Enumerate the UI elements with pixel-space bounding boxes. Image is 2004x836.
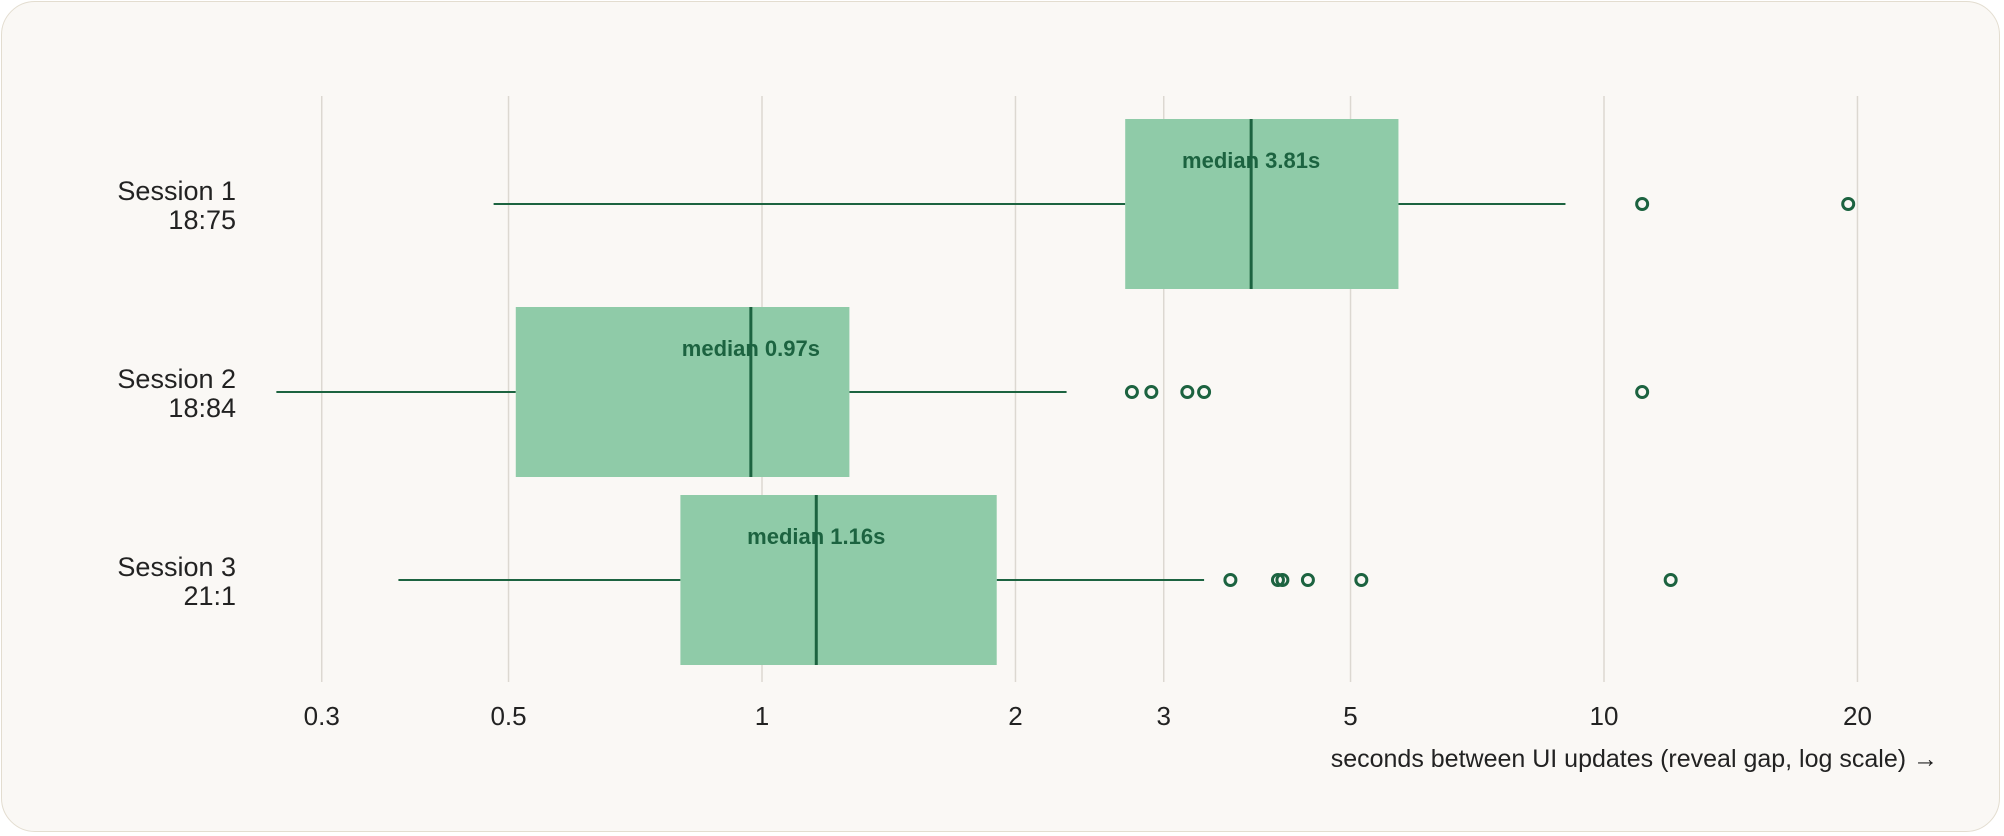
outlier-point bbox=[1275, 573, 1290, 587]
x-tick-label: 3 bbox=[1157, 701, 1171, 731]
median-label: median 1.16s bbox=[747, 524, 885, 549]
outlier-point bbox=[1197, 385, 1212, 399]
median-label: median 3.81s bbox=[1182, 148, 1320, 173]
iqr-box bbox=[515, 307, 850, 477]
x-axis-title: seconds between UI updates (reveal gap, … bbox=[1331, 745, 1938, 773]
row-label-name: Session 3 bbox=[117, 552, 236, 582]
outlier-point bbox=[1841, 197, 1856, 211]
x-tick-label: 2 bbox=[1008, 701, 1022, 731]
box-3: median 1.16s bbox=[398, 495, 1678, 665]
outlier-point bbox=[1144, 385, 1159, 399]
outlier-point bbox=[1124, 385, 1139, 399]
box-2: median 0.97s bbox=[276, 307, 1650, 477]
row-label-sublabel: 21:1 bbox=[183, 581, 236, 611]
x-tick-label: 0.5 bbox=[490, 701, 526, 731]
x-axis-ticks: 0.3 0.5 1 2 3 5 10 20 bbox=[304, 701, 1872, 731]
outlier-point bbox=[1300, 573, 1315, 587]
row-labels: Session 118:75 Session 218:84 Session 321:… bbox=[117, 176, 236, 611]
box-1: median 3.81s bbox=[493, 119, 1856, 289]
outlier-point bbox=[1663, 573, 1678, 587]
outlier-point bbox=[1354, 573, 1369, 587]
row-label-sublabel: 18:84 bbox=[168, 393, 236, 423]
outlier-point bbox=[1270, 573, 1285, 587]
outlier-point bbox=[1223, 573, 1238, 587]
outlier-point bbox=[1180, 385, 1195, 399]
outlier-point bbox=[1635, 385, 1650, 399]
x-tick-label: 0.3 bbox=[304, 701, 340, 731]
iqr-box bbox=[1125, 119, 1399, 289]
x-tick-label: 20 bbox=[1843, 701, 1872, 731]
iqr-box bbox=[680, 495, 997, 665]
row-label-sublabel: 18:75 bbox=[168, 205, 236, 235]
outlier-point bbox=[1635, 197, 1650, 211]
row-label-name: Session 1 bbox=[117, 176, 236, 206]
x-tick-label: 10 bbox=[1590, 701, 1619, 731]
boxes: median 3.81s median 0.97s median 1.16s bbox=[276, 119, 1856, 665]
median-label: median 0.97s bbox=[682, 336, 820, 361]
x-tick-label: 5 bbox=[1343, 701, 1357, 731]
x-tick-label: 1 bbox=[755, 701, 769, 731]
row-label-name: Session 2 bbox=[117, 364, 236, 394]
